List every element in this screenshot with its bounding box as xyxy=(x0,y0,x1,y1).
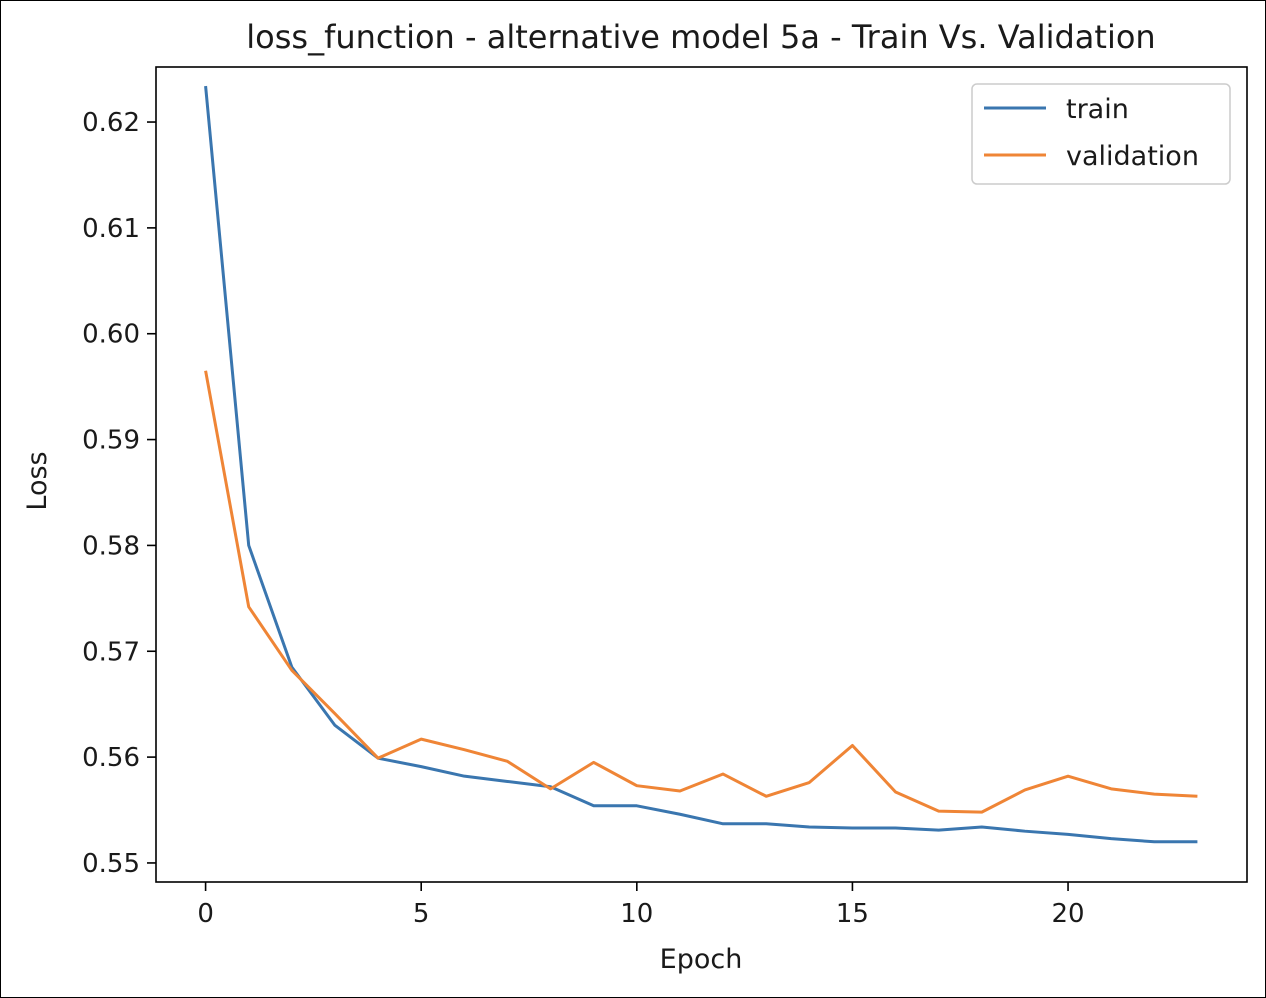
x-axis-ticks: 0 5 10 15 20 xyxy=(197,882,1085,929)
series-line-train xyxy=(204,85,1198,844)
x-tick-label: 0 xyxy=(197,899,214,929)
legend: train validation xyxy=(971,83,1231,185)
x-tick-label: 20 xyxy=(1051,899,1084,929)
y-tick-label: 0.59 xyxy=(82,426,140,456)
y-tick-label: 0.62 xyxy=(82,108,140,138)
y-tick-label: 0.57 xyxy=(82,637,140,667)
x-tick-label: 10 xyxy=(620,899,653,929)
y-tick-label: 0.55 xyxy=(82,849,140,879)
x-axis-label: Epoch xyxy=(660,944,743,975)
y-tick-label: 0.61 xyxy=(82,214,140,244)
plot-area-border xyxy=(155,66,1248,883)
y-tick-label: 0.58 xyxy=(82,531,140,561)
chart-title: loss_function - alternative model 5a - T… xyxy=(246,18,1155,56)
x-tick-label: 15 xyxy=(836,899,869,929)
y-axis-label: Loss xyxy=(22,451,53,510)
x-tick-label: 5 xyxy=(413,899,430,929)
plot-lines xyxy=(204,85,1198,844)
legend-label-validation: validation xyxy=(1066,141,1199,172)
y-tick-label: 0.60 xyxy=(82,320,140,350)
y-tick-label: 0.56 xyxy=(82,743,140,773)
legend-label-train: train xyxy=(1066,94,1129,125)
series-line-validation xyxy=(204,370,1198,814)
y-axis-ticks: 0.55 0.56 0.57 0.58 0.59 0.60 0.61 0.62 xyxy=(82,108,156,879)
